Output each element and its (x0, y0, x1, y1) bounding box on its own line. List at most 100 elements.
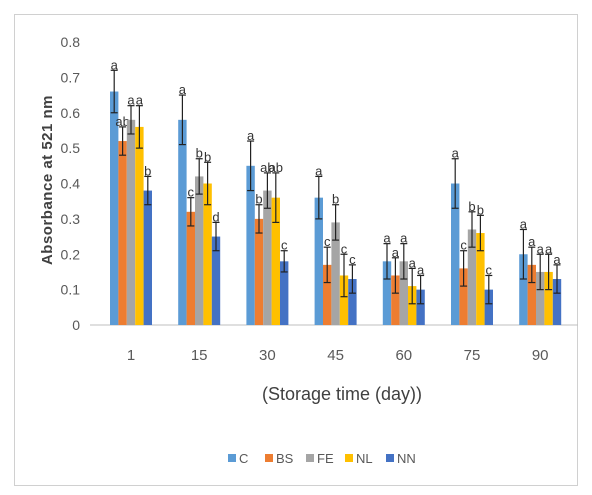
significance-letter: a (528, 234, 536, 249)
significance-letter: b (477, 202, 484, 217)
bar-c-30 (246, 165, 255, 325)
significance-letter: c (341, 241, 348, 256)
significance-letter: a (545, 241, 553, 256)
significance-letter: b (255, 192, 262, 207)
y-tick-label: 0.8 (61, 34, 81, 50)
y-tick-label: 0.2 (61, 246, 81, 262)
bar-nn-15 (211, 236, 221, 325)
significance-letter: a (179, 82, 187, 97)
y-tick-label: 0.5 (61, 140, 81, 156)
significance-letter: b (196, 146, 203, 161)
legend-swatch-nn (386, 454, 394, 462)
significance-letter: a (537, 241, 545, 256)
bar-c-75 (451, 183, 460, 325)
bar-bs-1 (118, 141, 127, 325)
bar-fe-45 (331, 222, 340, 325)
bar-nl-60 (408, 286, 417, 325)
x-tick-label: 90 (532, 347, 549, 364)
significance-letter: a (409, 255, 417, 270)
significance-letter: c (349, 252, 356, 267)
bar-nn-45 (348, 279, 357, 325)
bar-nn-1 (143, 190, 152, 325)
bar-nn-75 (484, 289, 493, 325)
bar-fe-1 (126, 119, 136, 325)
significance-letter: b (144, 163, 151, 178)
bar-fe-15 (195, 176, 204, 325)
bar-nl-1 (135, 126, 144, 326)
x-tick-label: 75 (464, 347, 481, 364)
y-tick-label: 0.4 (61, 176, 81, 192)
significance-letter: ab (269, 160, 283, 175)
bar-fe-75 (467, 229, 477, 325)
significance-letter: c (324, 234, 331, 249)
x-tick-label: 45 (327, 347, 344, 364)
significance-letter: a (392, 245, 400, 260)
significance-letter: a (383, 231, 391, 246)
legend-label-nl: NL (356, 451, 373, 466)
y-tick-label: 0.7 (61, 69, 81, 85)
significance-letter: b (332, 192, 339, 207)
legend-swatch-bs (265, 454, 273, 462)
bar-fe-30 (263, 190, 272, 325)
bar-bs-60 (391, 275, 400, 325)
bar-bs-75 (459, 268, 468, 325)
significance-letter: ab (115, 114, 129, 129)
significance-letter: b (204, 149, 211, 164)
significance-letter: a (127, 93, 135, 108)
significance-letter: c (188, 185, 195, 200)
significance-letter: d (212, 209, 219, 224)
bar-nl-15 (203, 183, 212, 325)
significance-letter: a (111, 57, 119, 72)
bar-nl-30 (271, 197, 280, 325)
significance-letter: a (520, 216, 528, 231)
bar-nl-75 (476, 233, 485, 325)
significance-letter: c (281, 238, 288, 253)
significance-letter: b (468, 199, 475, 214)
y-tick-label: 0.3 (61, 211, 81, 227)
x-axis-label: (Storage time (day)) (262, 384, 422, 404)
legend-swatch-nl (345, 454, 353, 462)
significance-letter: c (460, 238, 467, 253)
bar-nn-90 (552, 279, 562, 325)
significance-letter: a (136, 93, 144, 108)
bar-c-15 (178, 119, 187, 325)
bar-fe-90 (536, 271, 545, 325)
bar-nl-90 (544, 271, 553, 325)
x-tick-label: 30 (259, 347, 276, 364)
x-tick-label: 15 (191, 347, 208, 364)
significance-letter: a (247, 128, 255, 143)
legend-swatch-fe (306, 454, 314, 462)
significance-letter: a (553, 252, 561, 267)
legend-label-nn: NN (397, 451, 416, 466)
y-tick-label: 0.1 (61, 282, 81, 298)
significance-letter: a (452, 146, 460, 161)
bar-nn-30 (280, 261, 289, 325)
x-tick-label: 60 (395, 347, 412, 364)
legend-label-bs: BS (276, 451, 294, 466)
legend-label-c: C (239, 451, 248, 466)
bar-c-45 (314, 197, 323, 325)
bar-c-1 (110, 91, 119, 326)
bar-nl-45 (339, 275, 349, 325)
significance-letter: a (417, 262, 425, 277)
bar-fe-60 (399, 261, 408, 325)
bar-bs-15 (186, 211, 195, 325)
y-axis-label: Absorbance at 521 nm (39, 95, 56, 265)
bar-nn-60 (416, 289, 425, 325)
legend-swatch-c (228, 454, 236, 462)
bar-c-90 (519, 254, 528, 325)
bar-c-60 (382, 261, 392, 325)
y-tick-label: 0 (72, 317, 80, 333)
y-tick-label: 0.6 (61, 105, 81, 121)
bar-bs-30 (254, 218, 264, 325)
significance-letter: c (486, 262, 493, 277)
significance-letter: a (315, 163, 323, 178)
bar-bs-45 (323, 264, 332, 325)
legend-label-fe: FE (317, 451, 334, 466)
x-tick-label: 1 (127, 347, 135, 364)
legend: C BS FE NL NN (228, 451, 416, 466)
significance-letter: ab (260, 160, 274, 175)
bar-bs-90 (527, 264, 536, 325)
